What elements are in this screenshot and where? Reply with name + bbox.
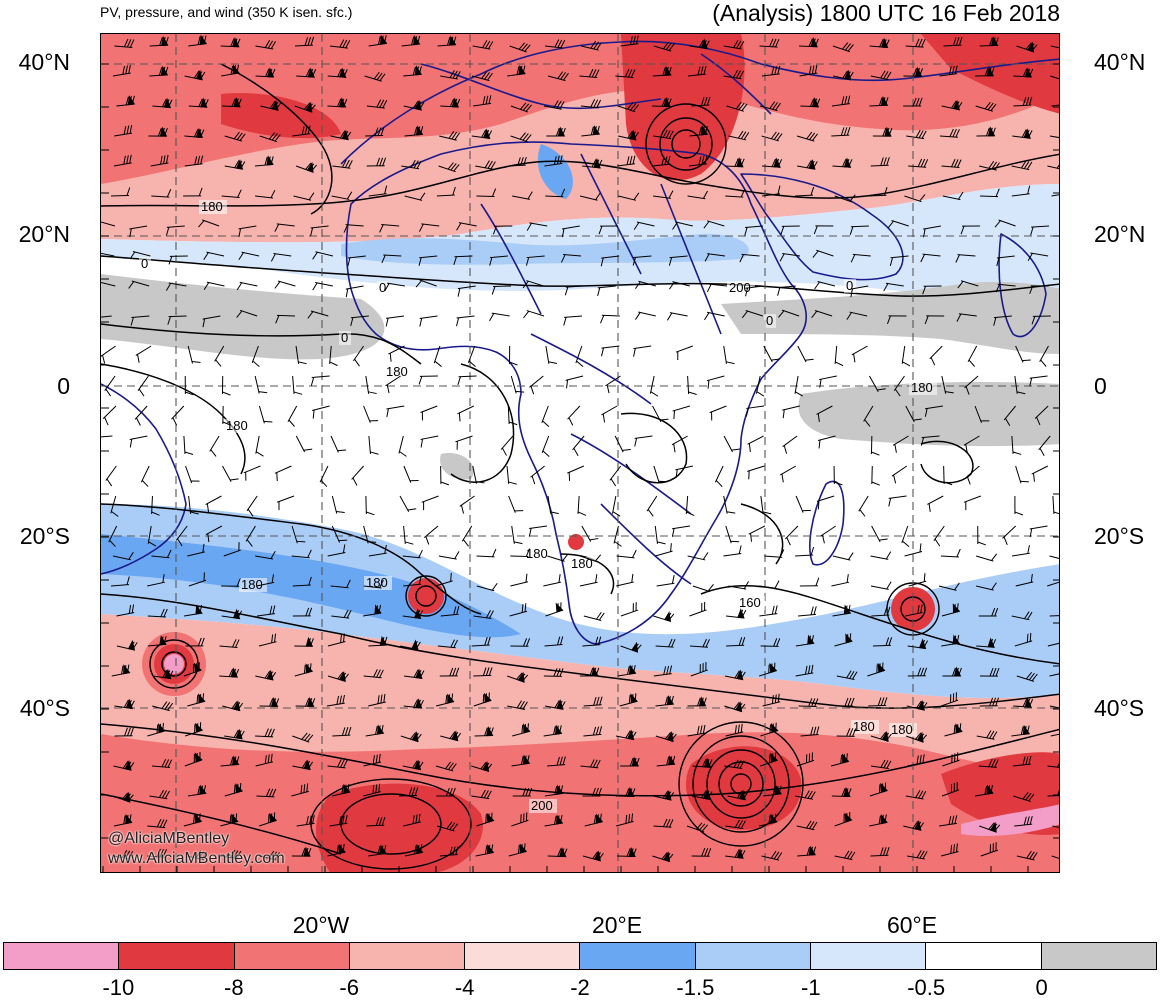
lat-label-right: 40°S [1094,697,1156,720]
colorbar-swatch [811,943,926,969]
lat-label-left: 40°N [10,51,70,74]
colorbar [3,942,1157,970]
colorbar-tick-label: 0 [1002,975,1082,1001]
lon-label: 20°E [557,912,677,939]
colorbar-swatch [926,943,1041,969]
contour-label: 0 [379,280,386,295]
watermark-site: www.AliciaMBentley.com [108,850,285,868]
colorbar-swatch [580,943,695,969]
watermark-handle: @AliciaMBentley [108,830,229,848]
lon-label: 20°W [261,912,381,939]
lat-label-right: 20°S [1094,525,1156,548]
colorbar-swatch [465,943,580,969]
colorbar-tick-label: -10 [78,975,158,1001]
contour-label: 180 [201,199,223,214]
contour-label: 0 [341,330,348,345]
contour-label: 180 [226,418,248,433]
contour-label: 0 [141,256,148,271]
contour-label: 200 [531,798,553,813]
lat-label-left: 20°N [10,223,70,246]
map-title-right: (Analysis) 1800 UTC 16 Feb 2018 [712,0,1060,27]
contour-label: 180 [891,722,913,737]
lat-label-left: 20°S [10,525,70,548]
colorbar-tick-label: -6 [309,975,389,1001]
map-canvas: 1801801801801801801801801801802002001600… [101,34,1060,873]
colorbar-tick-label: -2 [540,975,620,1001]
lat-label-right: 20°N [1094,223,1156,246]
contour-label: 160 [739,595,761,610]
contour-label: 180 [386,364,408,379]
contour-label: 180 [911,380,933,395]
contour-label: 0 [766,313,773,328]
colorbar-tick-label: -1 [771,975,851,1001]
map-title-left: PV, pressure, and wind (350 K isen. sfc.… [100,4,352,20]
lon-label: 60°E [852,912,972,939]
lat-label-left: 0 [10,375,70,398]
lat-label-left: 40°S [10,697,70,720]
colorbar-tick-label: -4 [425,975,505,1001]
contour-label: 180 [853,719,875,734]
colorbar-tick-label: -8 [194,975,274,1001]
lat-label-right: 0 [1094,375,1156,398]
colorbar-swatch [350,943,465,969]
contour-label: 180 [526,546,548,561]
colorbar-swatch [235,943,350,969]
colorbar-swatch [119,943,234,969]
colorbar-tick-label: -1.5 [655,975,735,1001]
colorbar-tick-label: -0.5 [886,975,966,1001]
colorbar-swatch [1042,943,1156,969]
contour-label: 180 [571,556,593,571]
contour-label: 180 [241,577,263,592]
lat-label-right: 40°N [1094,51,1156,74]
colorbar-swatch [4,943,119,969]
colorbar-swatch [696,943,811,969]
